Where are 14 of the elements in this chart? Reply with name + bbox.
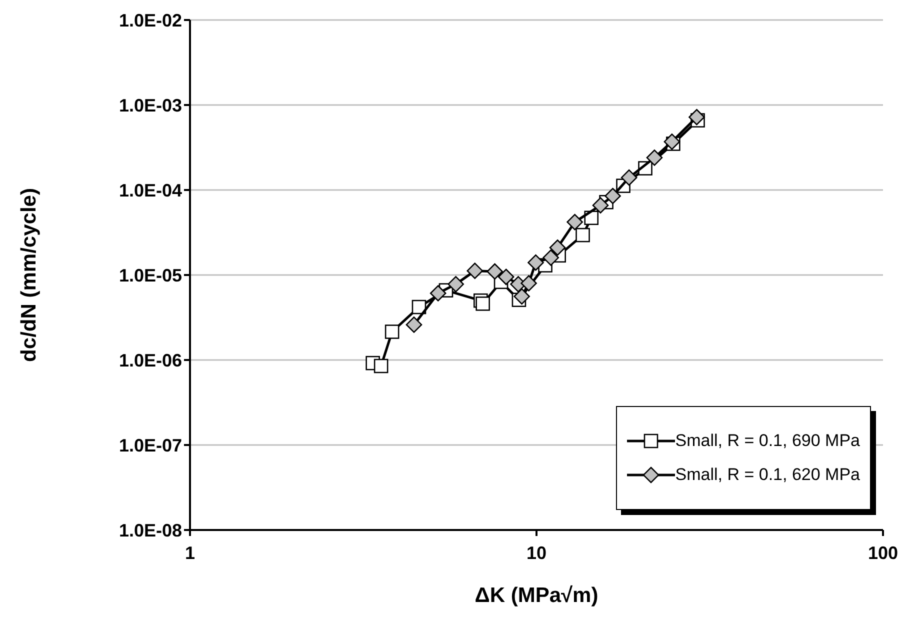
y-tick-label: 1.0E-02 (118, 10, 182, 30)
legend-label: Small, R = 0.1, 620 MPa (675, 465, 860, 485)
x-tick-label: 1 (184, 542, 196, 563)
x-tick-label: 10 (526, 542, 547, 563)
legend-label: Small, R = 0.1, 690 MPa (675, 431, 860, 451)
y-tick-label: 1.0E-04 (118, 180, 182, 200)
y-tick-label: 1.0E-05 (118, 265, 182, 286)
y-tick-label: 1.0E-08 (118, 520, 182, 540)
x-tick-label: 100 (868, 542, 898, 563)
y-axis-title: dc/dN (mm/cycle) (17, 188, 40, 362)
y-tick-label: 1.0E-07 (118, 435, 182, 456)
y-tick-label: 1.0E-06 (118, 350, 182, 370)
y-tick-label: 1.0E-03 (118, 95, 182, 116)
x-axis-title: ΔK (MPa√m) (474, 584, 598, 607)
